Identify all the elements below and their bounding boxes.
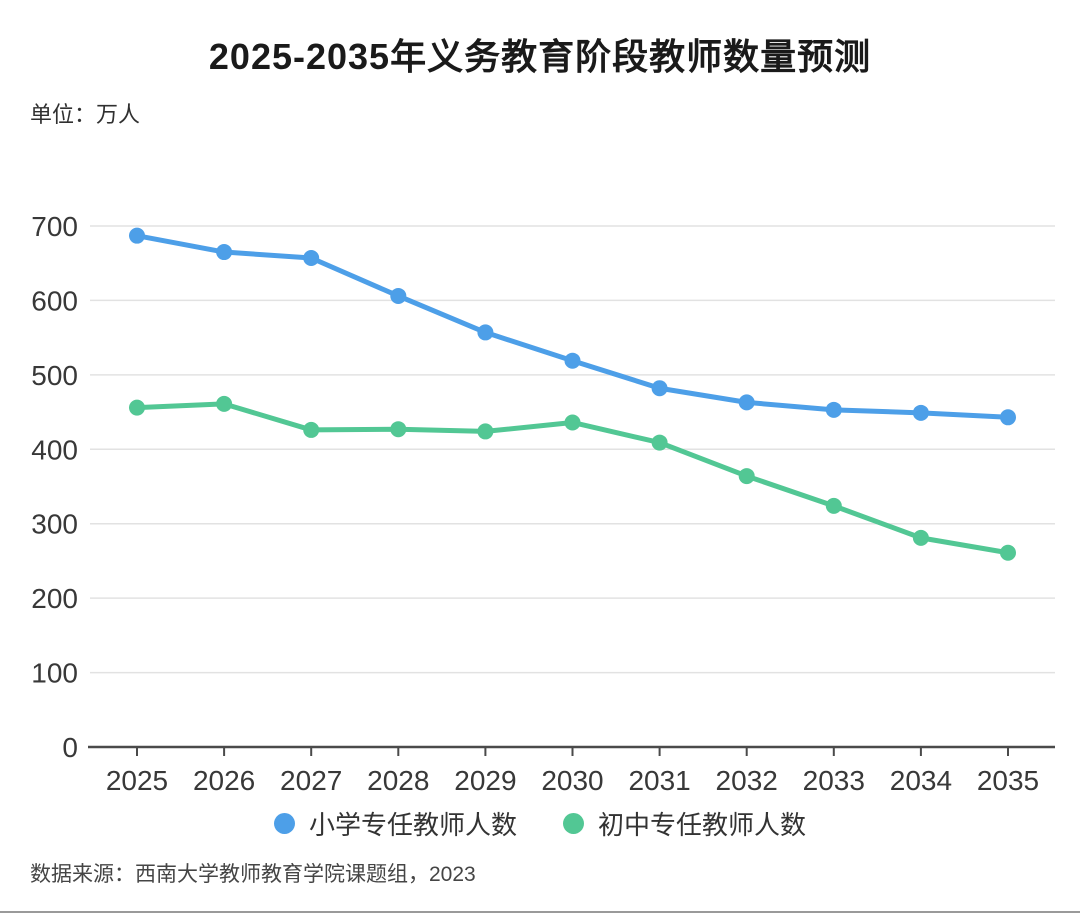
- data-point[interactable]: [651, 380, 668, 397]
- legend-dot-middle: [563, 813, 584, 834]
- x-axis-label: 2032: [716, 765, 778, 796]
- data-point[interactable]: [564, 414, 581, 431]
- data-point[interactable]: [825, 401, 842, 418]
- data-point[interactable]: [129, 399, 145, 416]
- data-point[interactable]: [303, 421, 320, 438]
- data-point[interactable]: [303, 250, 320, 267]
- x-axis-label: 2025: [106, 765, 168, 796]
- data-point[interactable]: [912, 529, 929, 546]
- line-chart: 0 100 200 300 400 500 600 700 2025 2026 2027 2028 20…: [31, 211, 1055, 796]
- legend-item-label: 小学专任教师人数: [308, 810, 517, 840]
- line-chart-canvas: 0 100 200 300 400 500 600 700 2025 2026 2027 2028 20…: [31, 211, 1055, 796]
- y-axis-label: 100: [31, 658, 78, 689]
- data-point[interactable]: [390, 421, 407, 438]
- x-axis-label: 2031: [628, 765, 690, 796]
- data-point[interactable]: [651, 434, 668, 451]
- legend: 小学专任教师人数 初中专任教师人数: [0, 805, 1080, 842]
- y-axis-label: 400: [31, 434, 78, 465]
- y-axis-label: 300: [31, 509, 78, 540]
- data-point[interactable]: [738, 394, 755, 411]
- data-point[interactable]: [564, 352, 581, 369]
- data-point[interactable]: [216, 395, 233, 412]
- data-point[interactable]: [825, 497, 842, 514]
- x-axis-label: 2035: [977, 765, 1039, 796]
- data-point[interactable]: [738, 468, 755, 485]
- data-point[interactable]: [129, 227, 145, 244]
- page-title: 2025-2035年义务教育阶段教师数量预测: [208, 36, 872, 77]
- y-axis-label: 600: [31, 285, 78, 316]
- legend-item-primary[interactable]: 小学专任教师人数: [273, 805, 517, 842]
- data-point[interactable]: [477, 324, 494, 341]
- x-axis-label: 2028: [367, 765, 429, 796]
- x-axis-label: 2026: [193, 765, 255, 796]
- y-axis-label: 500: [31, 360, 78, 391]
- unit-label: 单位：万人: [30, 102, 141, 127]
- x-axis-label: 2033: [803, 765, 865, 796]
- series-line-primary: [134, 233, 1011, 420]
- y-axis-label: 700: [31, 211, 78, 242]
- legend-item-middle[interactable]: 初中专任教师人数: [563, 805, 806, 842]
- x-axis-label: 2029: [454, 765, 516, 796]
- y-axis-label: 200: [31, 583, 78, 614]
- source-note: 数据来源：西南大学教师教育学院课题组，2023: [30, 863, 476, 886]
- x-axis-label: 2030: [541, 765, 603, 796]
- legend-dot-primary: [273, 813, 295, 834]
- x-axis-label: 2034: [890, 765, 952, 796]
- x-axis-label: 2027: [280, 765, 342, 796]
- data-point[interactable]: [390, 287, 407, 304]
- data-point[interactable]: [1000, 409, 1016, 426]
- data-point[interactable]: [912, 404, 929, 421]
- data-point[interactable]: [477, 423, 494, 440]
- legend-item-label: 初中专任教师人数: [598, 810, 807, 840]
- data-point[interactable]: [216, 244, 233, 261]
- data-point[interactable]: [1000, 544, 1016, 561]
- y-axis-label: 0: [62, 732, 78, 763]
- bottom-divider: [0, 911, 1080, 913]
